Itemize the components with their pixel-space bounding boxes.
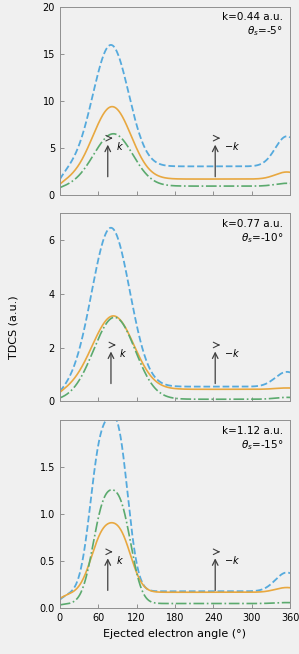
Text: $-k$: $-k$ [224,554,240,566]
Text: $-k$: $-k$ [224,347,240,359]
Text: $-k$: $-k$ [224,140,240,152]
Text: $k$: $k$ [116,140,124,152]
Text: k=0.44 a.u.
$\theta_s$=-5°: k=0.44 a.u. $\theta_s$=-5° [222,12,283,38]
X-axis label: Ejected electron angle (°): Ejected electron angle (°) [103,628,246,639]
Text: $k$: $k$ [119,347,127,359]
Text: $k$: $k$ [116,554,124,566]
Text: k=0.77 a.u.
$\theta_s$=-10°: k=0.77 a.u. $\theta_s$=-10° [222,219,283,245]
Text: k=1.12 a.u.
$\theta_s$=-15°: k=1.12 a.u. $\theta_s$=-15° [222,426,283,452]
Text: TDCS (a.u.): TDCS (a.u.) [9,295,19,359]
